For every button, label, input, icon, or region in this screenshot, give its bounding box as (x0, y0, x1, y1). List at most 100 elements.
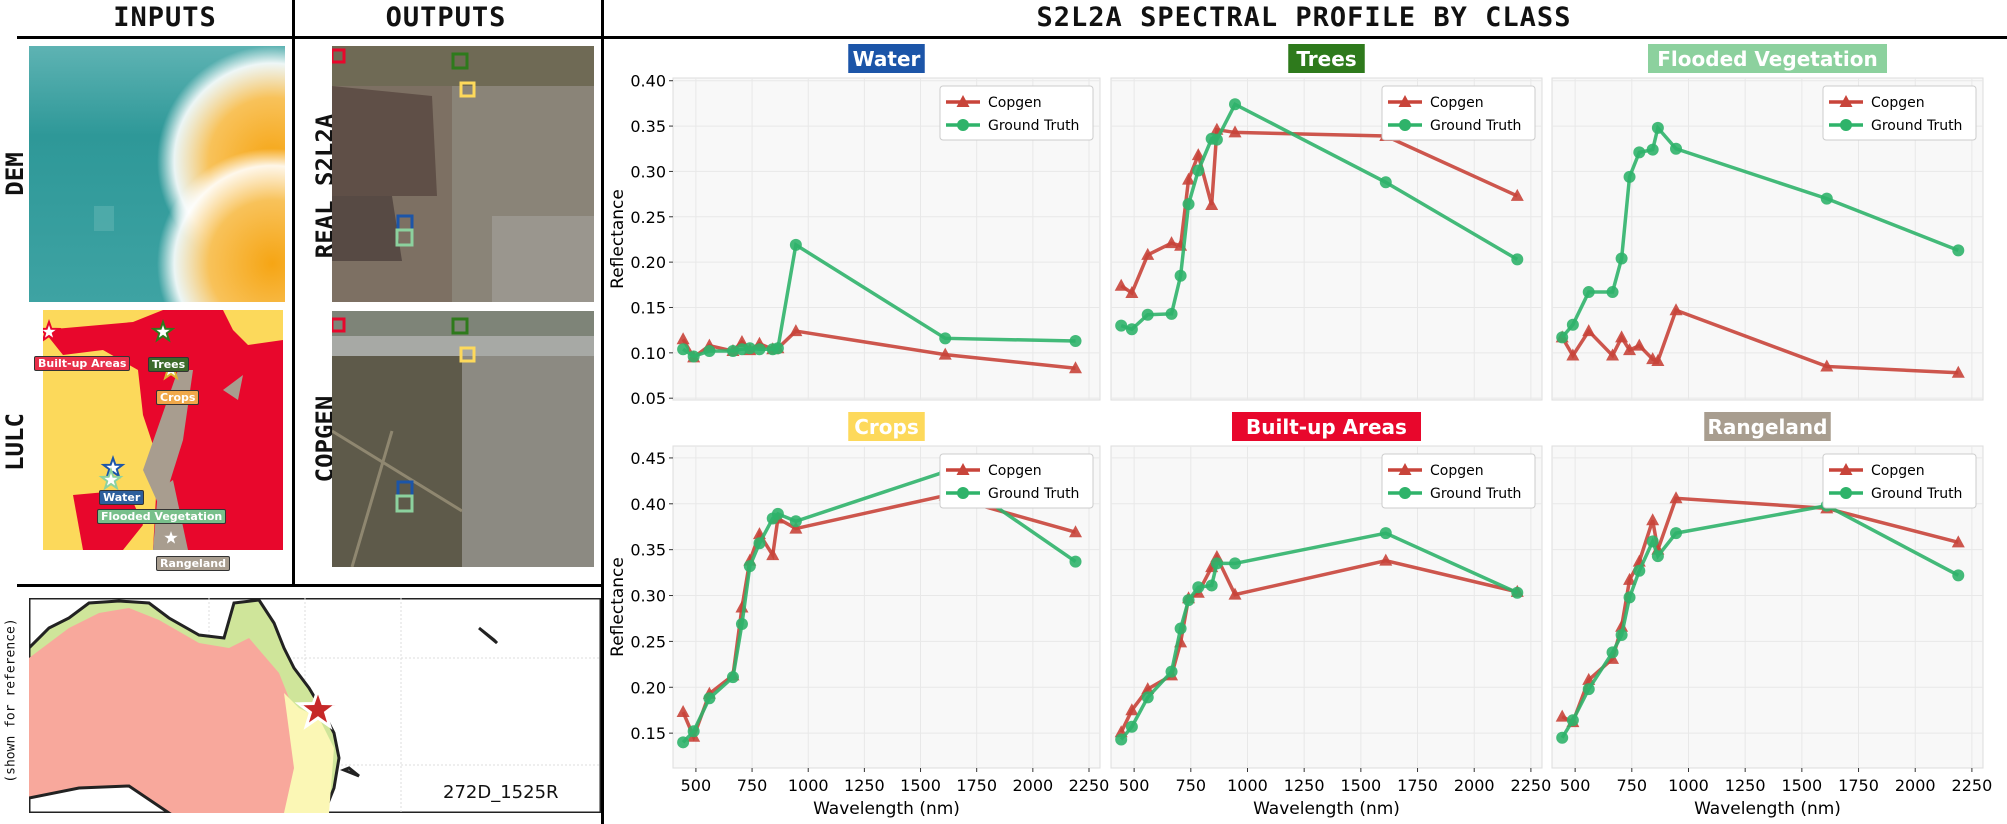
ground-truth-point (1670, 142, 1683, 155)
y-axis-label: Reflectance (608, 557, 628, 657)
legend-label: Ground Truth (988, 118, 1079, 134)
ground-truth-point (1141, 308, 1154, 321)
ground-truth-point (1205, 579, 1218, 592)
copgen-point (766, 548, 780, 561)
ground-truth-point (1670, 527, 1683, 540)
ground-truth-point (1566, 714, 1579, 727)
ground-truth-point (1615, 252, 1628, 265)
legend-circle-icon (957, 119, 969, 131)
legend-triangle-icon (1839, 95, 1853, 107)
ground-truth-point (1141, 691, 1154, 704)
legend-circle-icon (1399, 119, 1411, 131)
x-tick-label: 2250 (1952, 776, 1993, 795)
ground-truth-point (1651, 550, 1664, 563)
x-tick-label: 1750 (1397, 776, 1438, 795)
dem-image (29, 46, 285, 302)
ground-truth-point (1511, 586, 1524, 599)
x-tick-label: 1250 (1284, 776, 1325, 795)
ground-truth-point (1582, 683, 1595, 696)
legend-label: Copgen (1871, 95, 1925, 111)
x-tick-label: 1000 (1227, 776, 1268, 795)
legend-circle-icon (1840, 119, 1852, 131)
x-tick-label: 2000 (1454, 776, 1495, 795)
x-tick-label: 1500 (1340, 776, 1381, 795)
ground-truth-point (677, 736, 690, 749)
ground-truth-point (735, 617, 748, 630)
legend-triangle-icon (1839, 463, 1853, 475)
ground-truth-point (1615, 628, 1628, 641)
copgen-image (332, 311, 594, 567)
ground-truth-point (743, 560, 756, 573)
lulc-tag-trees: Trees (148, 357, 190, 372)
copgen-point (1606, 348, 1620, 361)
copgen-point (1141, 682, 1155, 695)
y-tick-label: 0.20 (630, 253, 666, 272)
copgen-point (1820, 359, 1834, 372)
copgen-point (1165, 236, 1179, 249)
lulc-tag-flooded: Flooded Vegetation (97, 509, 227, 524)
copgen-point (1651, 353, 1665, 366)
ground-truth-point (1952, 244, 1965, 257)
chart-title: Trees (1296, 47, 1356, 71)
x-tick-label: 1500 (1781, 776, 1822, 795)
x-tick-label: 2000 (1012, 776, 1053, 795)
copgen-point (1646, 513, 1660, 526)
ground-truth-point (753, 537, 766, 550)
x-tick-label: 2000 (1895, 776, 1936, 795)
chart-panel-2: Flooded Vegetation Copgen Ground Truth (1551, 44, 1984, 401)
legend-triangle-icon (956, 463, 970, 475)
ground-truth-point (743, 342, 756, 355)
ground-truth-point (1623, 591, 1636, 604)
y-tick-label: 0.40 (630, 495, 666, 514)
legend-label: Ground Truth (1871, 118, 1962, 134)
chart-title: Rangeland (1708, 415, 1828, 439)
copgen-point (1623, 572, 1637, 585)
ground-truth-point (703, 692, 716, 705)
x-tick-label: 1250 (844, 776, 885, 795)
title-badge (1648, 44, 1887, 73)
ground-truth-point (1556, 331, 1569, 344)
ground-truth-point (1115, 319, 1128, 332)
ground-truth-point (726, 671, 739, 684)
copgen-point (1632, 338, 1646, 351)
ground-truth-point (1182, 198, 1195, 211)
x-tick-label: 500 (1560, 776, 1591, 795)
copgen-point (1379, 553, 1393, 566)
x-tick-label: 1500 (900, 776, 941, 795)
ground-truth-point (1566, 318, 1579, 331)
x-tick-label: 1000 (1668, 776, 1709, 795)
y-tick-label: 0.30 (630, 587, 666, 606)
lulc-tag-water: Water (99, 490, 145, 505)
y-tick-label: 0.25 (630, 632, 666, 651)
x-tick-label: 2250 (1511, 776, 1552, 795)
legend-label: Copgen (988, 95, 1042, 111)
legend-triangle-icon (1398, 463, 1412, 475)
copgen-point (676, 332, 690, 345)
ground-truth-point (1210, 133, 1223, 146)
copgen-point (1191, 148, 1205, 161)
y-tick-label: 0.35 (630, 541, 666, 560)
x-tick-label: 1000 (788, 776, 829, 795)
y-tick-label: 0.05 (630, 389, 666, 408)
x-tick-label: 2250 (1069, 776, 1110, 795)
chart-panel-4: 500 750 1000 1250 1500 1750 2000 2250 Wavelength… (1110, 412, 1552, 819)
copgen-point (1125, 703, 1139, 716)
copgen-point (1951, 535, 1965, 548)
ground-truth-point (1623, 170, 1636, 183)
ground-truth-point (939, 332, 952, 345)
ground-truth-point (1165, 307, 1178, 320)
copgen-point (1182, 172, 1196, 185)
copgen-point (1669, 303, 1683, 316)
ground-truth-point (1125, 323, 1138, 336)
ground-truth-point (753, 343, 766, 356)
copgen-point (1615, 330, 1629, 343)
copgen-point (1669, 491, 1683, 504)
copgen-point (1951, 365, 1965, 378)
ground-truth-point (789, 515, 802, 528)
ground-truth-point (1556, 731, 1569, 744)
legend-label: Ground Truth (1430, 486, 1521, 502)
ground-truth-point (726, 345, 739, 358)
ground-truth-point (789, 238, 802, 251)
copgen-point (1228, 587, 1242, 600)
